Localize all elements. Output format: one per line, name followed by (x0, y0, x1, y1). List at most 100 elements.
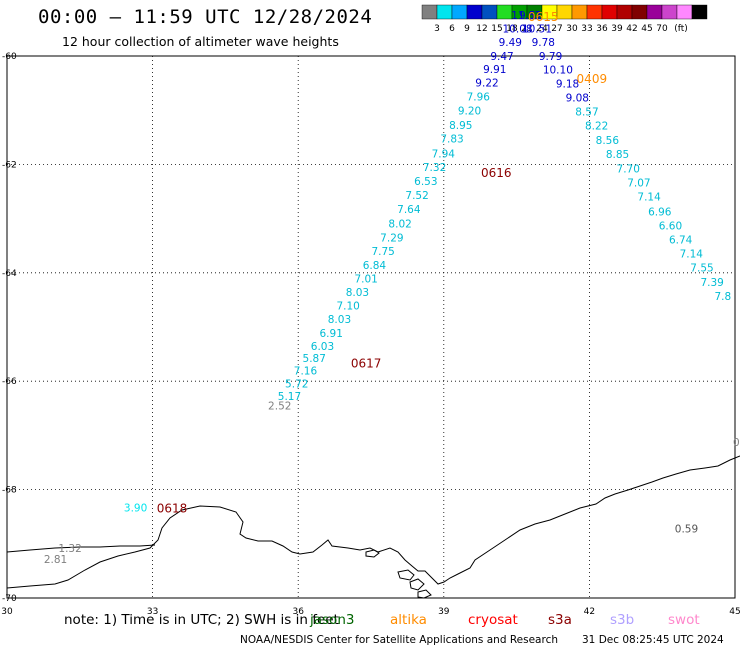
wave-height-point: 6.96 (648, 206, 672, 218)
colorbar-label: 15 (491, 24, 502, 34)
y-tick-label: -60 (2, 52, 17, 62)
colorbar-label: 18 (506, 24, 518, 34)
colorbar-label: 70 (656, 24, 668, 34)
colorbar-label: 30 (566, 24, 578, 34)
satellite-s3a: s3a (548, 612, 572, 628)
colorbar-swatch (616, 4, 633, 20)
colorbar-swatch (691, 4, 708, 20)
x-tick-label: 30 (1, 607, 13, 617)
wave-height-point: 7.14 (680, 249, 704, 261)
satellite-cryosat: cryosat (468, 612, 518, 628)
wave-height-point: 7.14 (637, 192, 661, 204)
colorbar-label: 9 (464, 24, 470, 34)
wave-height-point: 7.16 (294, 366, 318, 378)
satellite-altika: altika (390, 612, 427, 628)
colorbar-label: 36 (596, 24, 608, 34)
island-2 (397, 569, 415, 581)
wave-height-point: 1.32 (58, 543, 81, 555)
colorbar-swatch (451, 4, 468, 20)
wave-height-point: 9.20 (458, 106, 481, 118)
wave-height-point: 5.72 (285, 379, 308, 391)
wave-height-point: 10.10 (543, 64, 573, 76)
colorbar-swatch (676, 4, 693, 20)
wave-height-point: 8.22 (585, 121, 608, 133)
wave-height-point: 9.18 (556, 78, 579, 90)
colorbar-swatch (466, 4, 483, 20)
coastline-secondary (6, 544, 156, 553)
satellite-swot: swot (668, 612, 700, 628)
wave-height-point: 8.85 (606, 149, 629, 161)
colorbar-label: 45 (641, 24, 652, 34)
wave-height-point: 7.10 (336, 301, 359, 313)
pass-time-label: 0618 (157, 501, 188, 515)
satellite-jason3: jason3 (310, 612, 355, 628)
colorbar-label: 42 (626, 24, 637, 34)
colorbar-swatch (631, 4, 648, 20)
colorbar-swatch (571, 4, 588, 20)
colorbar-swatch (601, 4, 618, 20)
wave-height-point: 3.90 (124, 502, 147, 514)
colorbar-label: 3 (434, 24, 440, 34)
colorbar-swatch (481, 4, 498, 20)
wave-height-point: 0 (733, 437, 740, 449)
y-tick-label: -68 (2, 486, 17, 496)
wave-height-point: 9.08 (566, 93, 589, 105)
wave-height-point: 7.64 (397, 204, 421, 216)
x-tick-label: 42 (584, 607, 595, 617)
colorbar-label: 27 (551, 24, 562, 34)
wave-height-point: 5.87 (303, 353, 326, 365)
island-3 (409, 578, 425, 591)
wave-height-point: 10.51 (522, 24, 552, 36)
island-1 (365, 549, 380, 558)
satellite-s3b: s3b (610, 612, 635, 628)
chart-title: 00:00 – 11:59 UTC 12/28/2024 (38, 6, 373, 28)
wave-height-point: 10.08 (503, 24, 533, 36)
wave-height-point: 8.95 (449, 120, 472, 132)
timestamp-text: 31 Dec 08:25:45 UTC 2024 (582, 634, 724, 646)
y-tick-label: -66 (2, 377, 17, 387)
colorbar-label: 12 (476, 24, 487, 34)
wave-height-point: 5.17 (278, 391, 301, 403)
wave-height-point: 8.02 (388, 218, 411, 230)
wave-height-point: 6.84 (363, 260, 387, 272)
wave-height-point: 7.07 (627, 178, 650, 190)
wave-height-point: 7.96 (467, 91, 491, 103)
wave-height-point: 6.53 (414, 176, 437, 188)
wave-height-point: 9.79 (539, 51, 562, 63)
wave-height-point: 7.32 (423, 162, 446, 174)
wave-height-point: 2.52 (268, 400, 291, 412)
credit-text: NOAA/NESDIS Center for Satellite Applica… (240, 634, 558, 646)
wave-height-point: 8.57 (575, 107, 598, 119)
wave-height-point: 7.8 (715, 291, 732, 303)
wave-height-point: 8.03 (328, 314, 351, 326)
colorbar-swatch (586, 4, 603, 20)
wave-height-point: 7.94 (432, 148, 456, 160)
wave-height-point: 7.52 (405, 190, 428, 202)
x-tick-label: 36 (292, 607, 304, 617)
grid-lines (7, 56, 735, 598)
colorbar-swatch (661, 4, 678, 20)
axis-tick-labels: 30 33 36 39 42 45 -60 -62 -64 -66 -68 -70 (1, 52, 740, 617)
colorbar-label: (ft) (674, 24, 688, 34)
wave-height-point: 8.03 (346, 287, 369, 299)
colorbar-legend: 3 6 9 12 15 18 21 24 27 30 33 36 39 42 45 70 (ft) (421, 4, 708, 34)
wave-height-point: 11.62 (511, 10, 541, 22)
wave-height-point: 7.83 (440, 134, 463, 146)
colorbar-swatch (646, 4, 663, 20)
x-tick-label: 33 (147, 607, 158, 617)
x-tick-label: 45 (729, 607, 740, 617)
wave-height-point: 7.39 (700, 277, 723, 289)
pass-time-label: 0409 (577, 72, 608, 86)
coastline (6, 455, 740, 599)
colorbar-label: 21 (521, 24, 532, 34)
wave-height-point: 7.70 (617, 164, 640, 176)
altimeter-tracks: 2.525.175.727.165.876.036.918.037.108.03… (44, 10, 740, 566)
wave-height-point: 2.81 (44, 554, 67, 566)
plot-frame (6, 55, 736, 599)
colorbar-label: 39 (611, 24, 623, 34)
colorbar-swatch (436, 4, 453, 20)
y-tick-label: -64 (2, 269, 17, 279)
wave-height-point: 9.91 (483, 64, 506, 76)
wave-height-point: 7.29 (380, 232, 403, 244)
